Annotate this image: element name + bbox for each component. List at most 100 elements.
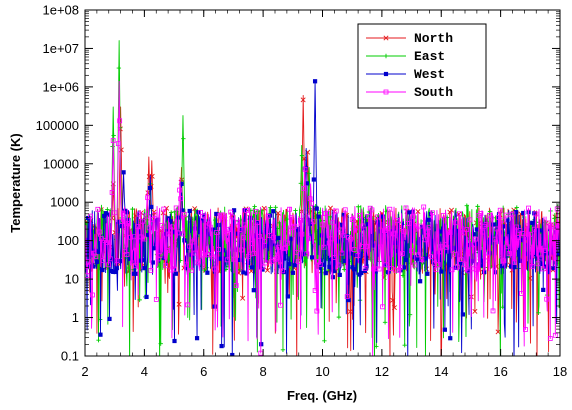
- data-point-south: [224, 257, 230, 263]
- data-point-west: [142, 266, 147, 271]
- data-point-south: [310, 219, 316, 225]
- data-point-east: [181, 136, 186, 141]
- data-point-south: [230, 214, 235, 220]
- data-point-south: [240, 235, 246, 241]
- data-point-east: [374, 344, 379, 349]
- data-point-east: [130, 206, 135, 212]
- data-point-south: [231, 256, 237, 262]
- data-point-south: [196, 259, 201, 264]
- data-point-south: [467, 217, 473, 223]
- data-point-west: [91, 264, 96, 269]
- data-point-west: [403, 257, 409, 263]
- data-point-south: [501, 258, 507, 264]
- data-point-west: [337, 272, 342, 278]
- data-point-west: [248, 215, 253, 221]
- data-point-south: [251, 251, 257, 256]
- data-point-west: [276, 235, 282, 241]
- data-point-south: [410, 213, 416, 219]
- data-point-south: [403, 205, 409, 211]
- data-point-south: [124, 252, 130, 257]
- data-point-north: [448, 207, 455, 213]
- data-point-south: [435, 262, 441, 267]
- data-point-west: [530, 220, 535, 225]
- data-point-south: [433, 267, 439, 273]
- data-point-south: [142, 236, 147, 242]
- data-point-south: [192, 250, 198, 256]
- data-point-south: [490, 308, 496, 314]
- data-point-west: [149, 204, 154, 210]
- data-point-south: [519, 291, 524, 296]
- data-point-south: [556, 223, 560, 229]
- data-point-west: [460, 312, 466, 317]
- data-point-south: [328, 236, 334, 242]
- data-point-south: [187, 243, 193, 249]
- x-tick-label: 2: [81, 364, 88, 379]
- data-point-south: [285, 240, 291, 246]
- data-point-west: [216, 222, 221, 228]
- data-point-west: [218, 256, 223, 261]
- data-point-east: [303, 258, 308, 264]
- data-point-south: [109, 190, 115, 195]
- data-point-west: [296, 228, 301, 233]
- x-tick-label: 12: [375, 364, 389, 379]
- data-point-east: [400, 273, 406, 278]
- data-point-south: [457, 211, 462, 217]
- data-point-east: [322, 338, 327, 344]
- data-point-south: [515, 235, 521, 240]
- data-point-east: [293, 208, 298, 213]
- data-point-south: [244, 207, 249, 213]
- data-point-west: [194, 336, 200, 341]
- data-point-west: [290, 270, 296, 275]
- data-point-east: [237, 267, 243, 272]
- data-point-south: [175, 230, 181, 236]
- data-point-south: [166, 231, 172, 237]
- data-point-south: [276, 244, 282, 250]
- data-point-south: [458, 257, 464, 262]
- data-point-west: [100, 267, 105, 273]
- data-point-south: [391, 231, 396, 237]
- data-point-north: [535, 361, 539, 365]
- data-point-south: [488, 215, 494, 221]
- data-point-east: [298, 181, 304, 186]
- data-point-south: [249, 241, 255, 247]
- data-point-west: [219, 343, 224, 349]
- data-point-south: [178, 196, 184, 202]
- data-point-south: [394, 218, 400, 223]
- data-point-north: [275, 210, 281, 216]
- data-point-west: [287, 262, 292, 267]
- data-point-south: [440, 212, 446, 218]
- data-point-west: [327, 264, 332, 269]
- data-point-west: [423, 256, 428, 261]
- data-point-south: [237, 227, 243, 232]
- data-point-west: [458, 261, 464, 266]
- data-point-south: [449, 267, 455, 273]
- data-point-west: [517, 258, 523, 263]
- data-point-south: [119, 219, 125, 224]
- data-point-south: [542, 247, 548, 253]
- data-point-south: [297, 218, 303, 223]
- data-point-south: [254, 220, 260, 226]
- data-point-south: [510, 211, 516, 217]
- data-point-east: [464, 203, 469, 208]
- data-point-south: [316, 259, 322, 264]
- data-point-west: [448, 336, 453, 341]
- data-point-south: [168, 267, 174, 273]
- data-point-south: [474, 267, 480, 273]
- y-tick-label: 10: [65, 272, 79, 287]
- data-point-south: [262, 238, 268, 244]
- data-point-south: [423, 237, 429, 243]
- data-point-south: [280, 268, 285, 274]
- x-tick-label: 18: [553, 364, 567, 379]
- series-south: [85, 80, 560, 356]
- data-point-south: [201, 213, 207, 219]
- data-point-west: [359, 270, 364, 276]
- data-point-south: [385, 226, 391, 232]
- data-point-east: [382, 320, 388, 325]
- data-point-south: [397, 264, 403, 270]
- data-point-north: [347, 309, 353, 315]
- data-point-south: [145, 195, 151, 201]
- data-point-south: [112, 210, 118, 216]
- data-point-south: [483, 222, 489, 228]
- data-point-east: [252, 204, 257, 209]
- data-point-east: [299, 153, 305, 158]
